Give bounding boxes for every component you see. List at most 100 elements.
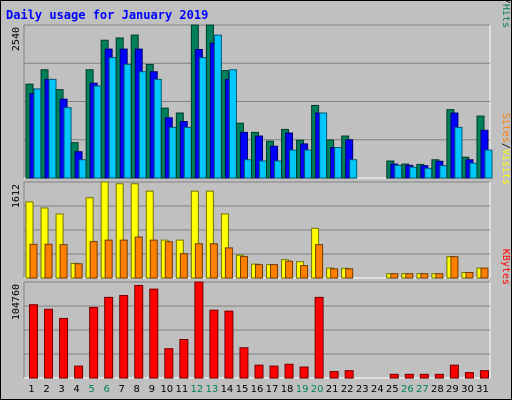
x-tick-label-day-13: 13 — [206, 384, 219, 395]
x-tick-label-day-8: 8 — [134, 384, 140, 395]
legend: Pages/Files/Hits — [500, 0, 511, 28]
bar-sites-day-3 — [59, 244, 68, 279]
bar-kbytes-day-7 — [119, 295, 129, 379]
visits-panel: 1612 Sites/Visits — [11, 113, 511, 279]
x-tick-label-day-22: 22 — [341, 384, 354, 395]
bar-kbytes-day-12 — [194, 281, 204, 379]
bar-sites-day-16 — [254, 264, 263, 279]
bar-kbytes-day-17 — [269, 365, 279, 379]
bar-sites-day-11 — [179, 253, 188, 279]
x-tick-label-day-26: 26 — [401, 384, 414, 395]
legend: Sites/Visits — [500, 113, 511, 185]
chart-panels: 2540 Pages/Files/Hits 1612 Sites/Visits 1047… — [11, 0, 511, 379]
x-tick-label-day-19: 19 — [296, 384, 309, 395]
bar-pages-day-10 — [168, 126, 177, 179]
legend-entry: / — [500, 143, 511, 149]
bar-pages-day-26 — [409, 166, 418, 179]
bar-pages-day-19 — [304, 149, 313, 179]
bar-pages-day-20 — [319, 112, 328, 179]
bar-kbytes-day-25 — [389, 373, 399, 379]
bar-sites-day-12 — [194, 243, 203, 279]
bar-sites-day-15 — [239, 256, 248, 279]
y-max-label: 104760 — [11, 284, 22, 320]
bar-kbytes-day-8 — [134, 284, 144, 379]
bar-sites-day-26 — [405, 273, 414, 279]
y-max-label: 2540 — [11, 27, 22, 51]
bar-kbytes-day-21 — [329, 371, 339, 379]
legend-entry: Sites — [500, 113, 511, 143]
bar-sites-day-13 — [209, 243, 218, 279]
bar-pages-day-5 — [93, 85, 102, 179]
x-tick-label-day-3: 3 — [58, 384, 64, 395]
x-tick-label-day-27: 27 — [416, 384, 429, 395]
bar-sites-day-19 — [300, 265, 309, 279]
bar-pages-day-2 — [48, 78, 57, 179]
bar-kbytes-day-5 — [89, 306, 99, 379]
hits-panel: 2540 Pages/Files/Hits — [11, 0, 511, 179]
x-tick-label-day-2: 2 — [43, 384, 49, 395]
bar-sites-day-2 — [44, 243, 53, 279]
bar-kbytes-day-22 — [344, 370, 354, 379]
bar-pages-day-29 — [454, 126, 463, 179]
bar-kbytes-day-4 — [74, 365, 84, 379]
bar-kbytes-day-16 — [254, 364, 264, 379]
x-tick-label-day-24: 24 — [371, 384, 384, 395]
bar-kbytes-day-28 — [434, 373, 444, 379]
bar-pages-day-21 — [334, 147, 343, 179]
bar-sites-day-31 — [480, 267, 489, 279]
bar-kbytes-day-14 — [224, 310, 234, 379]
x-tick-label-day-4: 4 — [73, 384, 79, 395]
bar-sites-day-20 — [315, 244, 324, 279]
bar-sites-day-22 — [345, 268, 354, 279]
bar-kbytes-day-29 — [449, 364, 459, 379]
bar-pages-day-31 — [484, 149, 493, 179]
y-max-label: 1612 — [11, 184, 22, 208]
bar-pages-day-27 — [424, 167, 433, 179]
x-tick-label-day-17: 17 — [266, 384, 279, 395]
bar-sites-day-21 — [330, 268, 339, 279]
x-tick-label-day-30: 30 — [461, 384, 474, 395]
bar-kbytes-day-26 — [404, 373, 414, 379]
bar-kbytes-day-20 — [314, 296, 324, 379]
x-tick-label-day-28: 28 — [431, 384, 444, 395]
legend: KBytes — [500, 249, 511, 285]
legend-entry: / — [500, 0, 511, 4]
x-tick-label-day-7: 7 — [119, 384, 125, 395]
bar-kbytes-day-3 — [59, 317, 69, 379]
bar-sites-day-1 — [29, 243, 38, 279]
x-axis-labels: 1 2 3 4 5 6 7 8 9 10 11 12 13 14 15 16 17 18 19 20 21 22 23 24 2… — [28, 384, 489, 395]
bar-pages-day-6 — [108, 57, 117, 179]
bar-pages-day-13 — [213, 34, 222, 179]
bar-pages-day-16 — [258, 160, 267, 179]
bar-sites-day-29 — [450, 256, 459, 279]
legend-entry: Hits — [500, 4, 511, 28]
x-tick-label-day-1: 1 — [28, 384, 34, 395]
bar-kbytes-day-1 — [29, 304, 38, 379]
bar-pages-day-1 — [33, 88, 42, 179]
bar-pages-day-7 — [123, 63, 132, 179]
bar-pages-day-18 — [289, 149, 298, 179]
bar-pages-day-14 — [228, 69, 237, 179]
bar-pages-day-12 — [198, 57, 207, 179]
bar-sites-day-17 — [270, 264, 279, 279]
bar-kbytes-day-18 — [284, 363, 294, 379]
bar-kbytes-day-27 — [419, 373, 429, 379]
bar-sites-day-9 — [149, 239, 158, 279]
bar-pages-day-17 — [274, 160, 283, 179]
bar-pages-day-9 — [153, 78, 162, 179]
x-tick-label-day-11: 11 — [175, 384, 188, 395]
x-tick-label-day-31: 31 — [476, 384, 489, 395]
bar-pages-day-3 — [63, 107, 72, 179]
bar-kbytes-day-19 — [299, 366, 309, 379]
bar-kbytes-day-2 — [44, 308, 54, 379]
bar-sites-day-5 — [89, 241, 98, 279]
x-tick-label-day-15: 15 — [236, 384, 249, 395]
legend-entry: KBytes — [500, 249, 511, 285]
bar-sites-day-7 — [119, 239, 128, 279]
bar-sites-day-27 — [420, 273, 429, 279]
bar-pages-day-30 — [469, 162, 478, 179]
bar-kbytes-day-6 — [104, 296, 114, 379]
bar-kbytes-day-10 — [164, 348, 174, 379]
bar-kbytes-day-31 — [479, 370, 489, 379]
bar-pages-day-4 — [78, 159, 87, 179]
